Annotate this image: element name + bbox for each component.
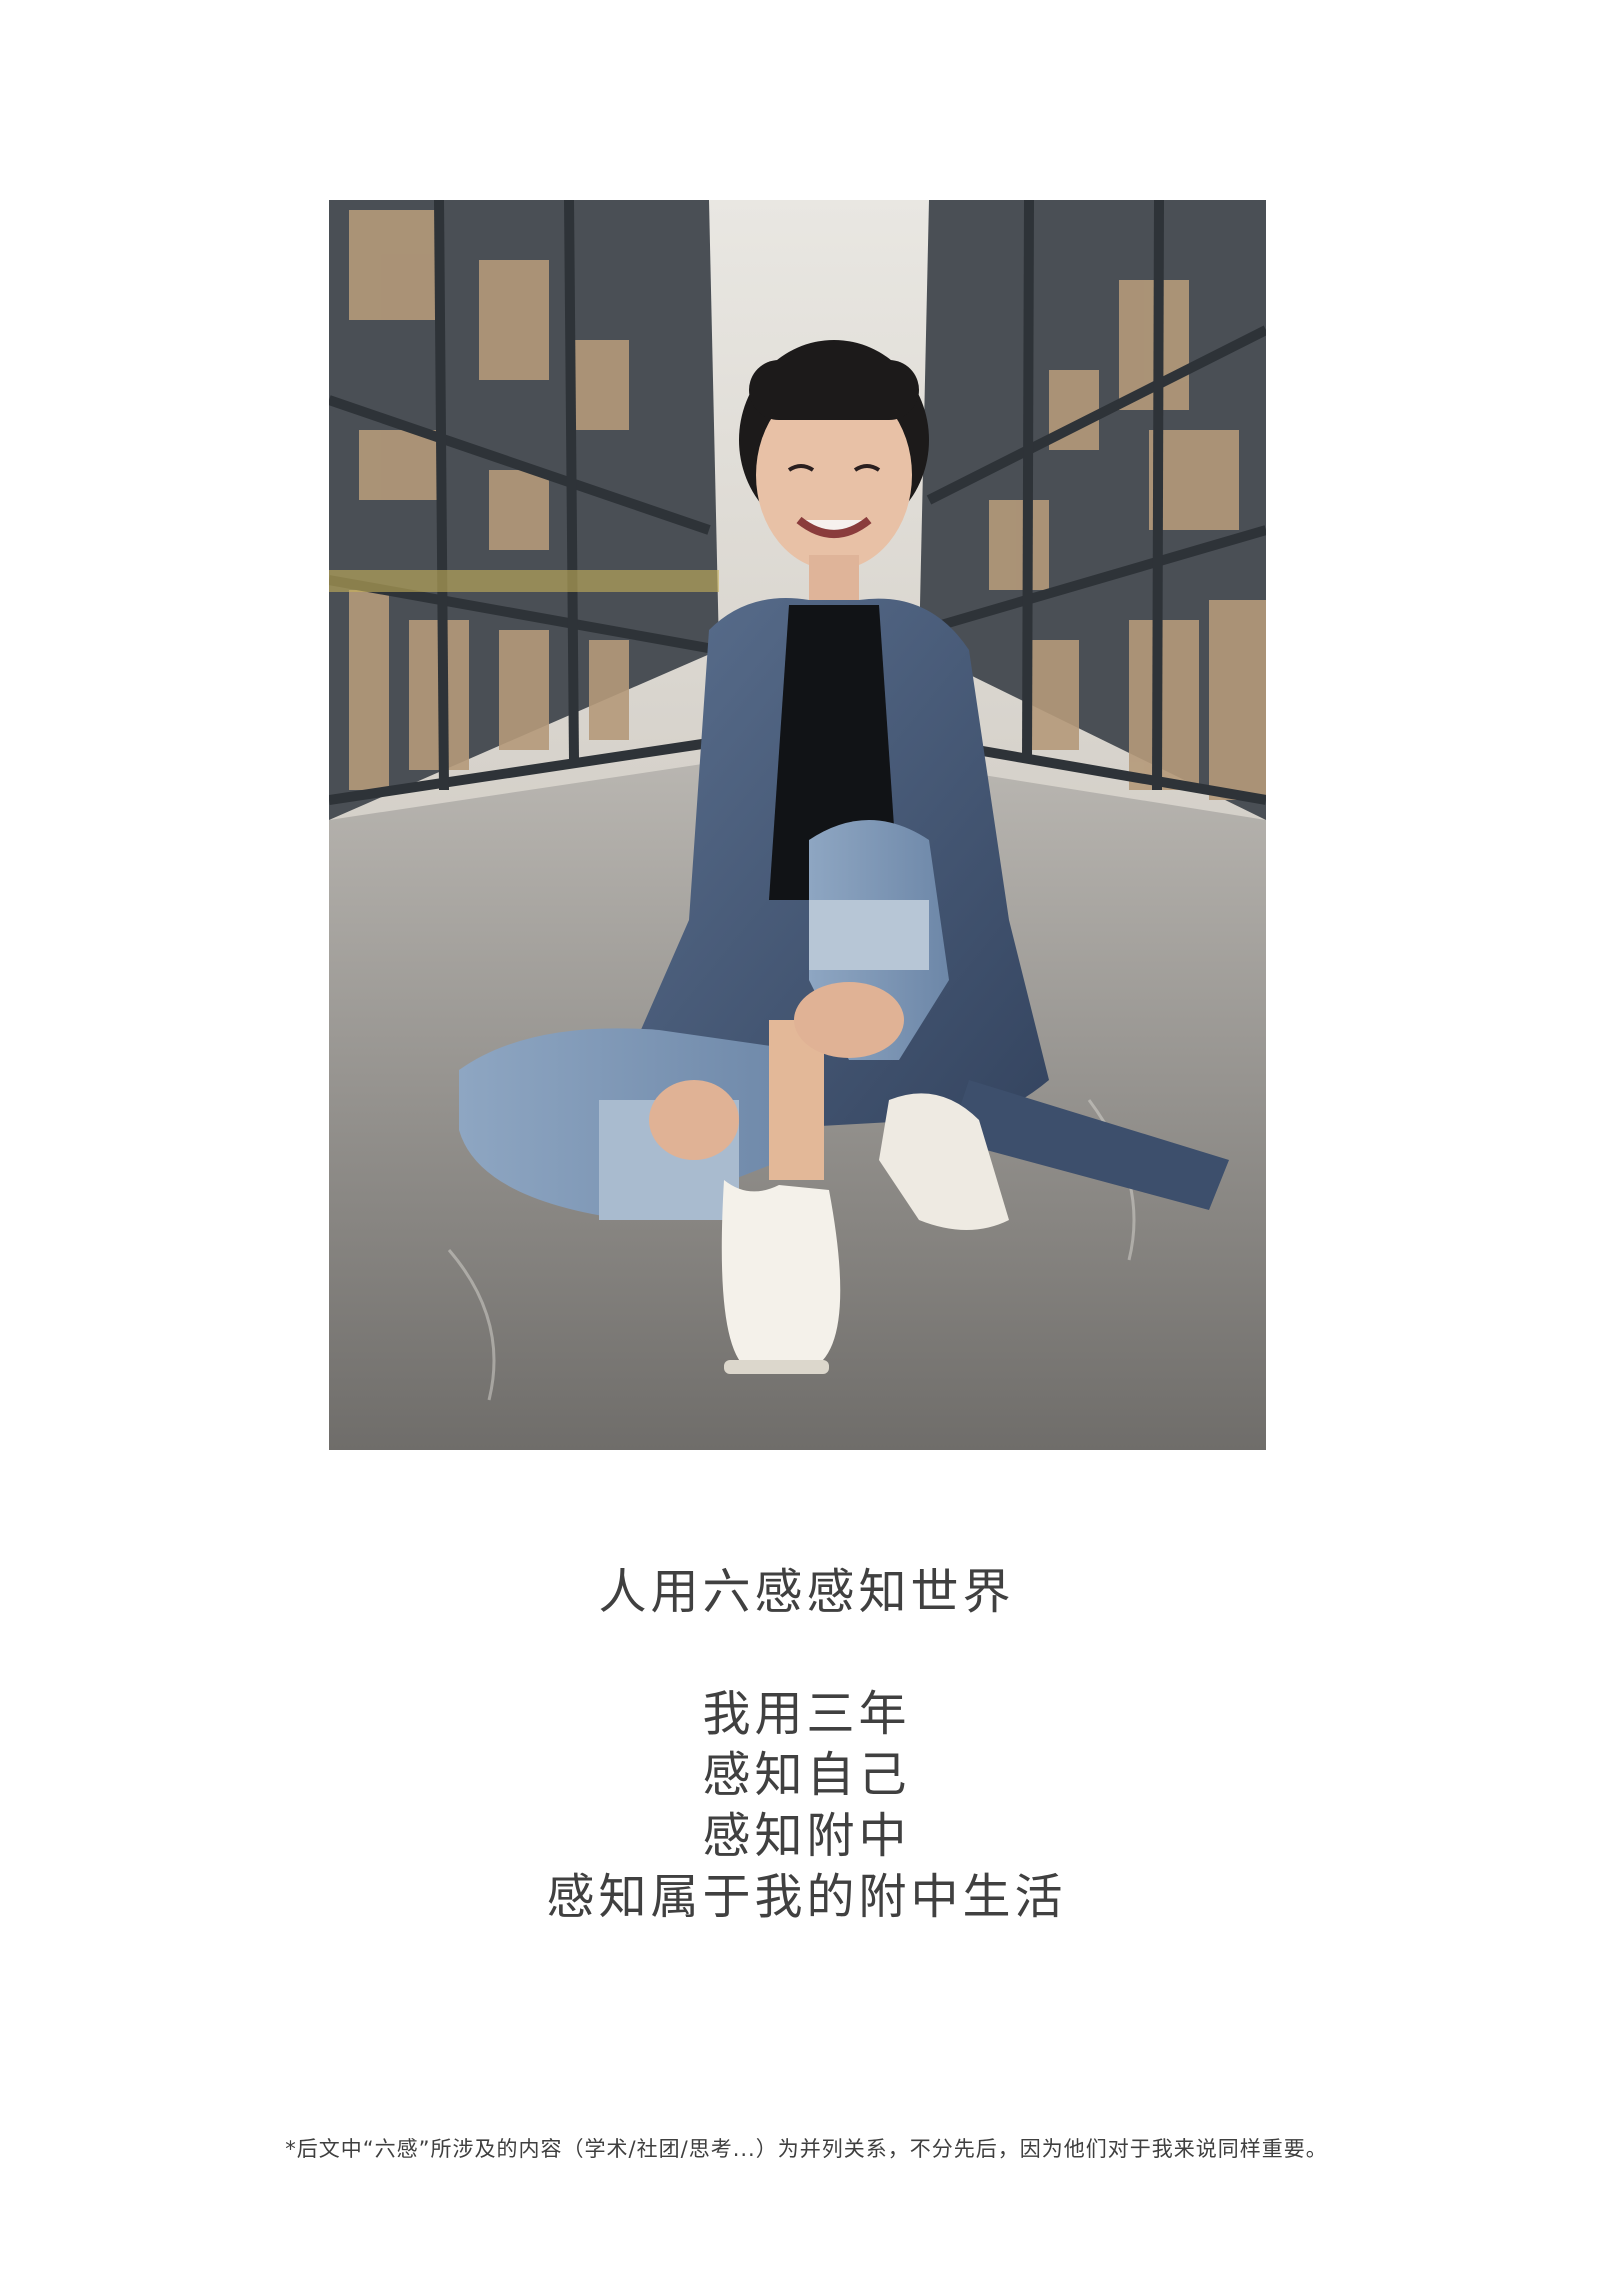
headline: 人用六感感知世界 (598, 1564, 1015, 1620)
verse-line: 感知附中 (702, 1808, 911, 1864)
footnote: *后文中“六感”所涉及的内容（学术/社团/思考...）为并列关系，不分先后，因为… (285, 2137, 1328, 2161)
verse-line: 我用三年 (702, 1686, 911, 1742)
portrait-photo (329, 200, 1266, 1450)
warehouse-portrait-image (329, 200, 1266, 1450)
verse-line: 感知自己 (702, 1747, 911, 1803)
verse-block: 我用三年 感知自己 感知附中 感知属于我的附中生活 (0, 1684, 1613, 1928)
verse-line: 感知属于我的附中生活 (546, 1869, 1067, 1925)
